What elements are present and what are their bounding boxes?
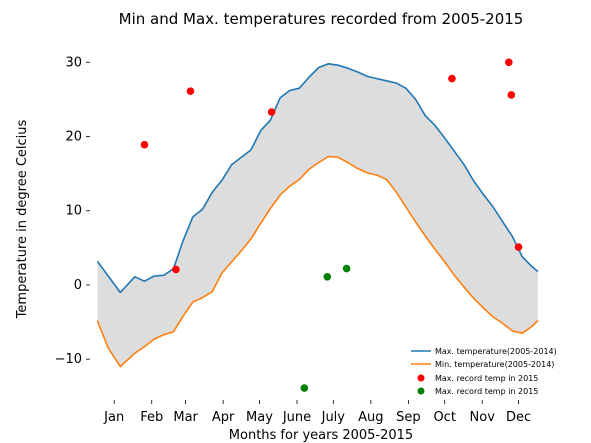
legend-swatch-record-red (417, 374, 425, 382)
record-point-red (140, 140, 149, 149)
series-line-max (96, 62, 539, 294)
x-tick-label: July (321, 410, 346, 425)
legend-label-max: Max. temperature(2005-2014) (435, 347, 557, 356)
record-point-red (505, 58, 513, 67)
record-point-red (514, 243, 523, 251)
legend-label-record-red: Max. record temp in 2015 (435, 374, 538, 383)
record-point-red (186, 87, 195, 95)
legend-swatch-record-green (417, 387, 425, 395)
x-tick-label: Dec (506, 410, 531, 425)
y-tick-label: 30 (65, 55, 82, 70)
axes: Jan Feb Mar Apr May June July Aug Sep Oct Nov Dec −1… (55, 55, 532, 425)
x-tick-label: Aug (358, 410, 383, 425)
record-point-green (342, 264, 351, 273)
y-axis-label: Temperature in degree Celcius (15, 119, 30, 319)
x-tick-label: Jan (103, 410, 124, 425)
fill-band (97, 63, 538, 367)
record-point-red (448, 74, 456, 83)
record-point-green (300, 384, 309, 392)
x-tick-label: Nov (470, 410, 496, 425)
y-tick-label: 20 (65, 129, 82, 144)
record-point-green (323, 273, 332, 281)
x-tick-label: May (246, 410, 273, 425)
x-tick-label: Mar (173, 410, 198, 425)
x-tick-label: Feb (140, 410, 163, 425)
x-tick-label: Oct (433, 410, 455, 425)
y-tick-label: 10 (65, 204, 82, 219)
legend-label-min: Min. temperature(2005-2014) (435, 360, 554, 369)
record-point-red (267, 108, 276, 116)
chart-legend: Max. temperature(2005-2014) Min. tempera… (411, 347, 557, 396)
record-point-red (507, 91, 516, 99)
y-tick-label: 0 (74, 278, 82, 293)
chart-title: Min and Max. temperatures recorded from … (119, 10, 524, 28)
plot-area (96, 58, 539, 392)
x-tick-label: Sep (396, 410, 421, 425)
x-tick-label: June (282, 410, 311, 425)
y-tick-label: −10 (55, 352, 82, 367)
legend-label-record-green: Max. record temp in 2015 (435, 387, 538, 396)
record-point-red (172, 265, 180, 274)
x-tick-label: Apr (212, 410, 235, 425)
series-line-min (96, 155, 539, 368)
x-axis-label: Months for years 2005-2015 (229, 428, 413, 443)
